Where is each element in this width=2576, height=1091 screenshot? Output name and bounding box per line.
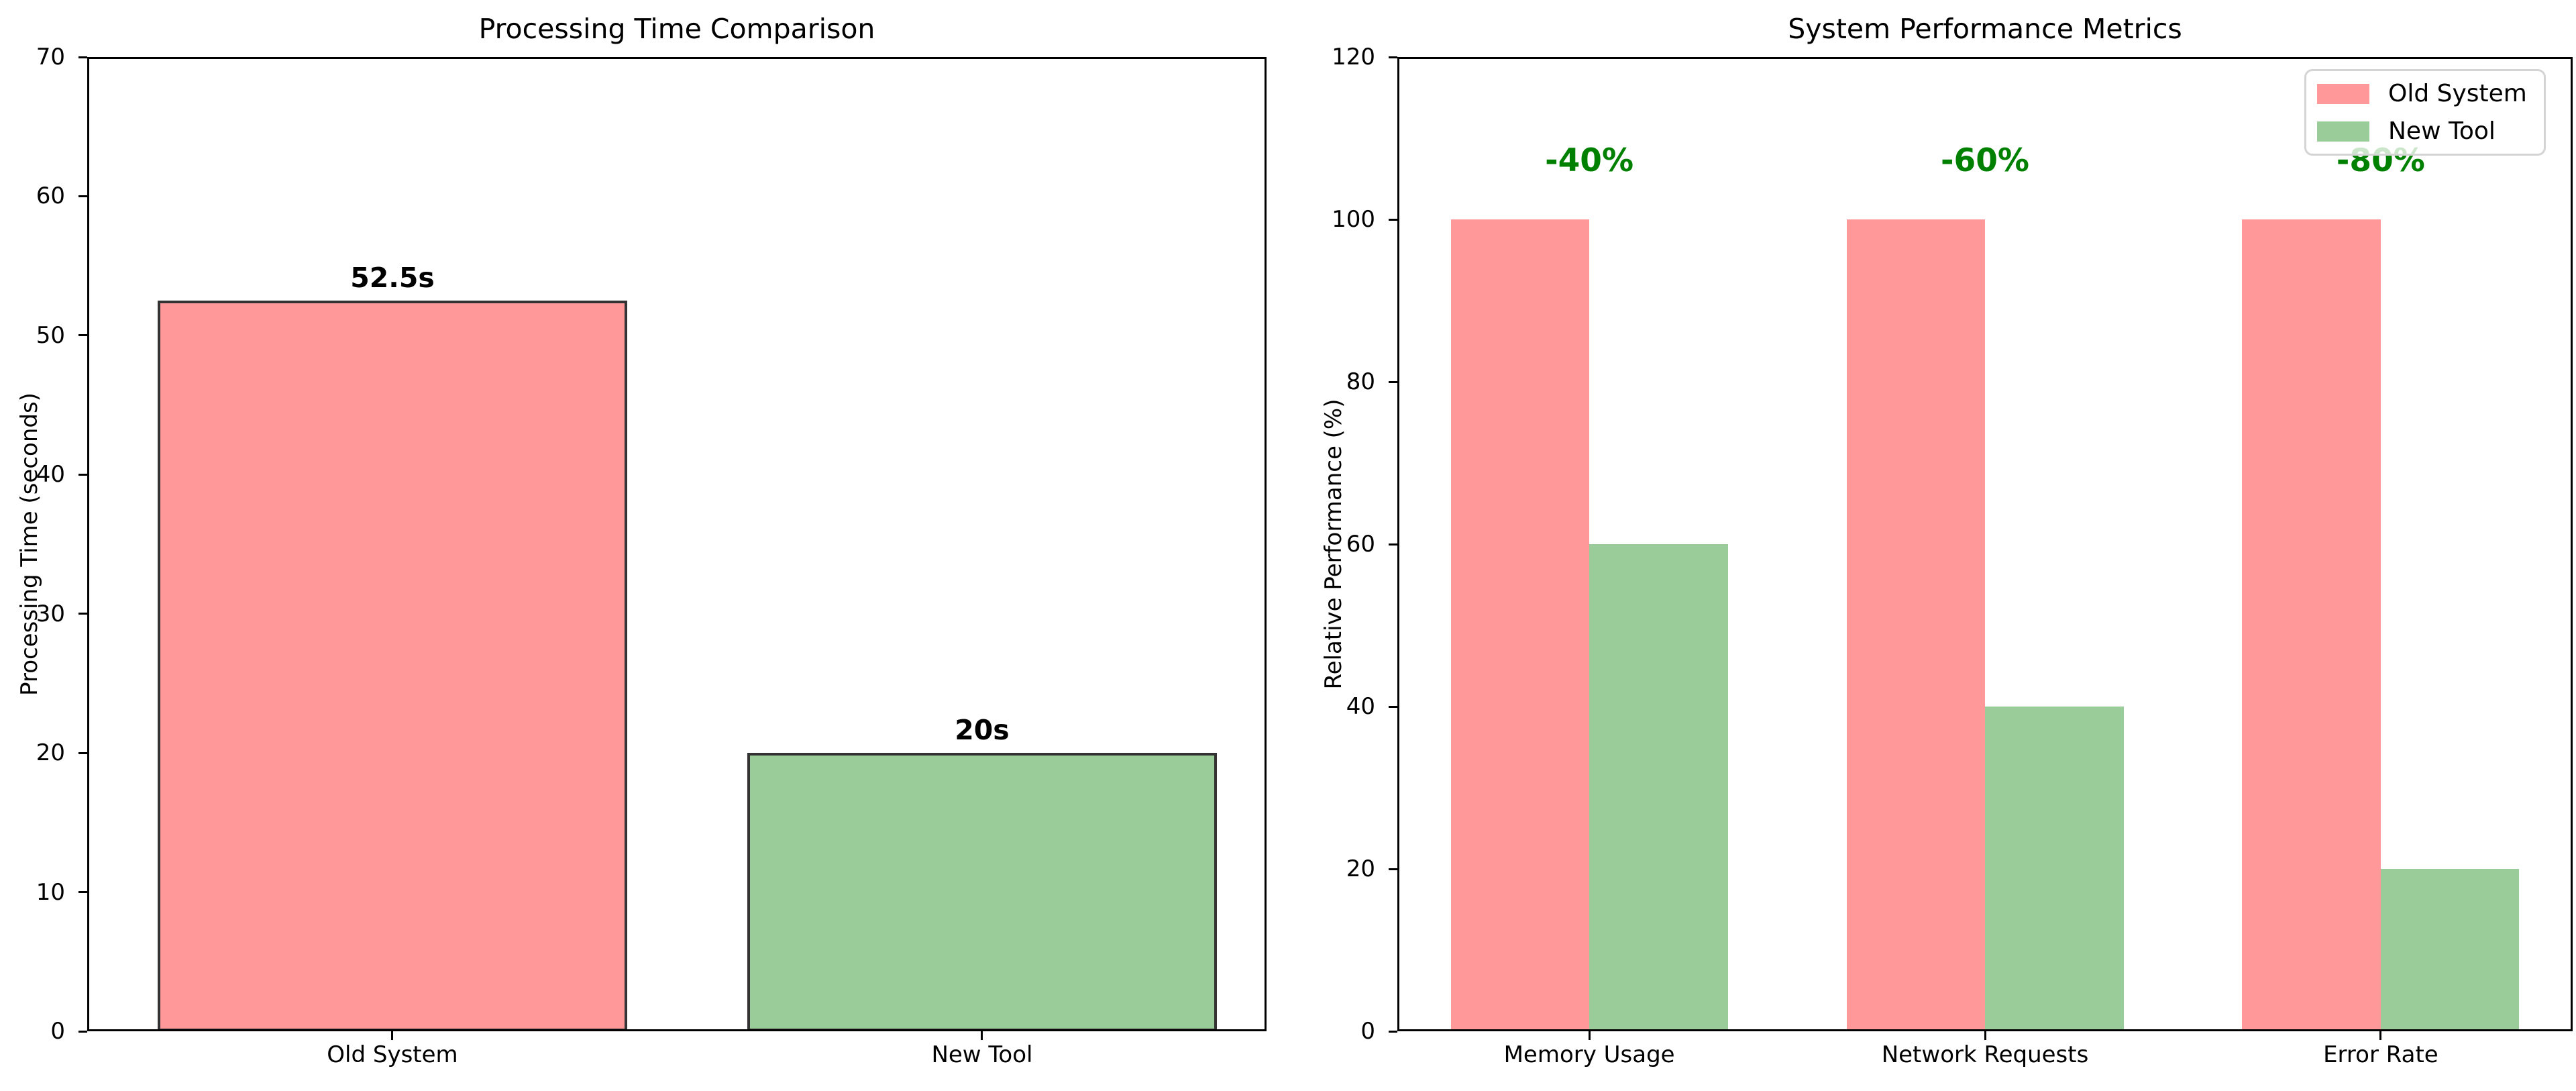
- y-tick-mark: [78, 751, 87, 754]
- y-axis-label: Processing Time (seconds): [16, 393, 43, 696]
- bar-old-system: [2242, 219, 2381, 1031]
- y-tick-label: 80: [1346, 368, 1375, 395]
- y-tick-label: 50: [36, 321, 65, 349]
- bar-new-tool: [1589, 544, 1728, 1031]
- bar-value-label: 20s: [955, 714, 1010, 747]
- legend-entry-label: Old System: [2388, 79, 2527, 107]
- bar-new-tool: [1985, 707, 2124, 1031]
- y-tick-mark: [1389, 218, 1397, 221]
- y-tick-mark: [1389, 705, 1397, 708]
- x-tick-label: New Tool: [931, 1041, 1033, 1068]
- y-tick-label: 60: [36, 183, 65, 210]
- y-tick-mark: [78, 473, 87, 476]
- y-tick-label: 40: [1346, 693, 1375, 720]
- y-tick-label: 20: [1346, 855, 1375, 882]
- bar-old-system: [1846, 219, 1985, 1031]
- y-tick-mark: [78, 56, 87, 58]
- bar-old-system: [1450, 219, 1590, 1031]
- y-tick-label: 10: [36, 878, 65, 906]
- y-tick-mark: [1389, 1030, 1397, 1033]
- x-tick-mark: [391, 1031, 394, 1040]
- bar-value-label: 52.5s: [350, 262, 435, 294]
- y-tick-mark: [78, 334, 87, 337]
- x-tick-label: Old System: [327, 1041, 458, 1068]
- reduction-annotation: -40%: [1545, 142, 1634, 179]
- x-tick-label: Memory Usage: [1503, 1041, 1675, 1068]
- chart-title: Processing Time Comparison: [478, 13, 875, 45]
- x-tick-label: Network Requests: [1881, 1041, 2089, 1068]
- bar-new-tool: [2380, 869, 2520, 1031]
- y-tick-label: 30: [36, 600, 65, 627]
- y-tick-mark: [78, 1030, 87, 1033]
- bar-new-tool: [747, 753, 1217, 1031]
- y-tick-mark: [1389, 868, 1397, 870]
- x-tick-mark: [1588, 1031, 1591, 1040]
- y-tick-mark: [78, 195, 87, 197]
- y-tick-label: 70: [36, 44, 65, 70]
- y-tick-label: 0: [1360, 1018, 1375, 1045]
- legend: Old System New Tool: [2304, 69, 2546, 156]
- legend-entry: Old System: [2317, 79, 2533, 107]
- bar-old-system: [157, 301, 627, 1031]
- y-tick-mark: [78, 613, 87, 615]
- y-tick-label: 120: [1332, 44, 1375, 70]
- y-tick-label: 100: [1332, 206, 1375, 233]
- y-tick-mark: [1389, 543, 1397, 546]
- legend-swatch: [2317, 121, 2369, 142]
- x-tick-label: Error Rate: [2323, 1041, 2438, 1068]
- legend-swatch: [2317, 83, 2369, 104]
- legend-entry: New Tool: [2317, 117, 2533, 145]
- chart-title: System Performance Metrics: [1788, 13, 2182, 45]
- y-tick-label: 40: [36, 461, 65, 488]
- y-tick-label: 60: [1346, 531, 1375, 558]
- reduction-annotation: -60%: [1940, 142, 2029, 179]
- x-tick-mark: [2379, 1031, 2382, 1040]
- y-tick-mark: [1389, 380, 1397, 383]
- x-tick-mark: [981, 1031, 983, 1040]
- y-tick-label: 20: [36, 739, 65, 767]
- y-tick-label: 0: [50, 1018, 65, 1045]
- x-tick-mark: [1984, 1031, 1986, 1040]
- y-tick-mark: [1389, 56, 1397, 58]
- y-tick-mark: [78, 891, 87, 894]
- legend-entry-label: New Tool: [2388, 117, 2496, 145]
